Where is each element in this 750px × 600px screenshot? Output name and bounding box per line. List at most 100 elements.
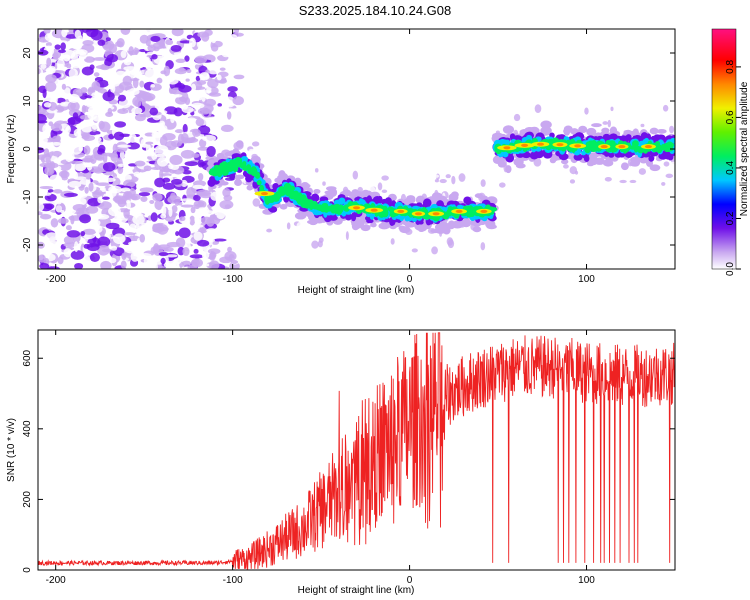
spectrogram-cell bbox=[136, 63, 144, 69]
spectrogram-cell bbox=[65, 125, 71, 134]
spectrogram-cell bbox=[79, 178, 91, 185]
spectrogram-cell bbox=[400, 174, 409, 183]
spectrogram-cell bbox=[610, 143, 617, 153]
spectrogram-cell bbox=[146, 258, 157, 268]
snr-panel: -200 -100 0 100 0 200 400 600 Height of straigh… bbox=[6, 329, 676, 596]
spectrogram-cell bbox=[139, 252, 152, 260]
spectrogram-cell bbox=[139, 233, 146, 243]
spectrogram-cell bbox=[175, 237, 186, 248]
spectrogram-cell bbox=[128, 46, 134, 56]
spectrogram-cell bbox=[124, 232, 135, 236]
spectrogram-cell bbox=[73, 241, 79, 253]
spectrogram-cell bbox=[357, 186, 363, 193]
spectrogram-cell bbox=[505, 165, 512, 174]
spectrogram-cell bbox=[39, 162, 53, 168]
spectrogram-peak bbox=[353, 206, 360, 210]
spectrogram-cell bbox=[100, 260, 112, 269]
x-tick-label: -100 bbox=[223, 575, 243, 586]
spectrogram-cell bbox=[94, 225, 103, 233]
spectrogram-cell bbox=[660, 144, 666, 151]
spectrogram-cell bbox=[95, 156, 105, 161]
spectrogram-cell bbox=[197, 95, 203, 101]
spectrogram-cell bbox=[186, 74, 196, 79]
spectrogram-peak bbox=[432, 212, 440, 216]
spectrogram-cell bbox=[84, 186, 89, 194]
spectrogram-cell bbox=[417, 239, 421, 246]
spectrogram-cell bbox=[43, 29, 51, 35]
spectrogram-cell bbox=[458, 173, 466, 182]
spectrogram-cell bbox=[170, 45, 182, 52]
spectrogram-cell bbox=[38, 202, 45, 212]
spectrogram-cell bbox=[139, 264, 149, 269]
spectrogram-cell bbox=[227, 34, 239, 45]
spectrogram-cell bbox=[128, 241, 142, 246]
spectrogram-cell bbox=[667, 166, 675, 173]
spectrogram-cell bbox=[239, 162, 245, 169]
spectrogram-cell bbox=[193, 200, 201, 210]
spectrogram-cell bbox=[113, 131, 125, 141]
spectrogram-cell bbox=[67, 263, 73, 269]
spectrogram-cell bbox=[180, 149, 195, 159]
spectrogram-cell bbox=[89, 252, 100, 263]
spectrogram-cell bbox=[569, 179, 576, 184]
figure-title: S233.2025.184.10.24.G08 bbox=[299, 3, 452, 18]
spectrogram-cell bbox=[43, 102, 52, 108]
spectrogram-cell bbox=[97, 196, 104, 204]
spectrogram-cell bbox=[68, 180, 82, 188]
spectrogram-cell bbox=[139, 80, 145, 88]
spectrogram-cell bbox=[149, 107, 159, 116]
spectrogram-cell bbox=[43, 192, 52, 196]
spectrogram-cell bbox=[159, 120, 166, 128]
spectrogram-cell bbox=[67, 116, 82, 125]
spectrogram-ylabel: Frequency (Hz) bbox=[6, 115, 17, 184]
spectrogram-cell bbox=[78, 79, 92, 84]
spectrogram-cell bbox=[38, 249, 46, 253]
spectrogram-cell bbox=[577, 120, 581, 128]
spectrogram-cell bbox=[44, 33, 53, 41]
spectrogram-cell bbox=[458, 192, 464, 197]
spectrogram-cell bbox=[105, 37, 111, 42]
snr-xlabel: Height of straight line (km) bbox=[298, 585, 415, 596]
spectrogram-cell bbox=[208, 260, 220, 269]
spectrogram-cell bbox=[329, 242, 336, 251]
spectrogram-cell bbox=[264, 196, 273, 204]
spectrogram-cell bbox=[158, 252, 169, 257]
spectrogram-peak bbox=[556, 143, 564, 147]
spectrogram-cell bbox=[502, 125, 515, 134]
spectrogram-cell bbox=[380, 210, 389, 218]
spectrogram-cell bbox=[130, 251, 140, 262]
spectrogram-cell bbox=[286, 222, 291, 230]
spectrogram-cell bbox=[175, 58, 186, 63]
spectrogram-cell bbox=[631, 140, 639, 148]
spectrogram-cell bbox=[51, 141, 62, 146]
spectrogram-heatmap bbox=[38, 29, 675, 269]
spectrogram-cell bbox=[126, 88, 140, 96]
spectrogram-cell bbox=[161, 205, 167, 216]
spectrogram-cell bbox=[197, 173, 204, 181]
spectrogram-cell bbox=[96, 182, 110, 186]
spectrogram-cell bbox=[256, 180, 262, 186]
spectrogram-cell bbox=[63, 248, 72, 258]
spectrogram-cell bbox=[191, 102, 205, 109]
snr-series-line bbox=[38, 332, 675, 570]
y-tick-label: 200 bbox=[22, 491, 33, 508]
spectrogram-cell bbox=[192, 128, 201, 137]
spectrogram-cell bbox=[151, 54, 158, 60]
spectrogram-cell bbox=[121, 252, 127, 261]
y-tick-label: 20 bbox=[22, 47, 33, 59]
spectrogram-cell bbox=[66, 139, 75, 150]
spectrogram-cell bbox=[182, 170, 192, 175]
spectrogram-cell bbox=[574, 170, 579, 175]
colorbar-tick-label: 0.0 bbox=[725, 262, 736, 276]
spectrogram-cell bbox=[110, 152, 119, 162]
spectrogram-peak bbox=[644, 145, 652, 149]
spectrogram-cell bbox=[499, 182, 506, 188]
spectrogram-cell bbox=[411, 217, 418, 222]
spectrogram-cell bbox=[45, 42, 52, 47]
spectrogram-cell bbox=[656, 128, 667, 134]
spectrogram-cell bbox=[108, 257, 117, 264]
spectrogram-cell bbox=[620, 162, 629, 171]
spectrogram-cell bbox=[61, 83, 67, 90]
spectrogram-cell bbox=[415, 195, 426, 205]
